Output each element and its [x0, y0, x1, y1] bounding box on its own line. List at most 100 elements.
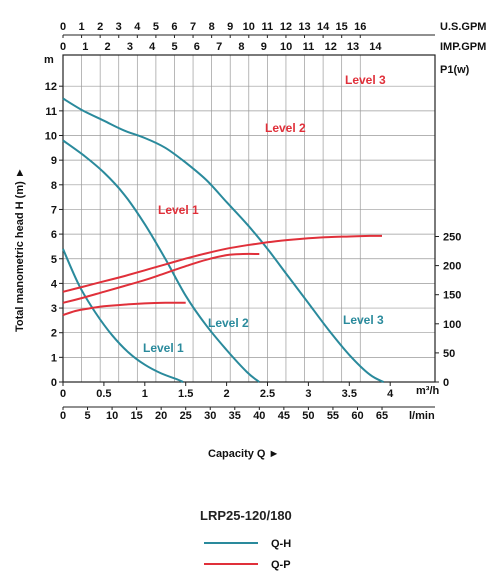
m3h-unit-label: m³/h [416, 385, 440, 397]
x-tick-label-lmin: 60 [351, 410, 363, 422]
legend-label-qh: Q-H [271, 538, 291, 550]
curves [62, 97, 385, 383]
y-unit-label: m [44, 54, 54, 66]
y-tick-label: 5 [51, 254, 57, 266]
x-tick-label-usgpm: 14 [317, 21, 330, 33]
x-tick-label-usgpm: 2 [97, 21, 103, 33]
y-tick-label: 0 [51, 377, 57, 389]
x-tick-label-usgpm: 13 [298, 21, 310, 33]
y-tick-label: 2 [51, 328, 57, 340]
x-tick-label-lmin: 55 [327, 410, 339, 422]
qh-label-level-1: Level 1 [143, 341, 184, 355]
x-tick-label-impgpm: 2 [105, 41, 111, 53]
qh-curve-level-1 [62, 248, 184, 383]
x-tick-label-usgpm: 15 [336, 21, 348, 33]
y-tick-label: 6 [51, 229, 57, 241]
y-tick-label: 9 [51, 155, 57, 167]
x-tick-label-m3h: 1.5 [178, 388, 193, 400]
x-tick-label-m3h: 0 [60, 388, 66, 400]
qp-label-level-3: Level 3 [345, 73, 386, 87]
y-tick-label: 12 [45, 81, 57, 93]
legend-title: LRP25-120/180 [200, 508, 292, 523]
x-tick-label-impgpm: 3 [127, 41, 133, 53]
x-tick-label-lmin: 25 [180, 410, 192, 422]
x-tick-label-impgpm: 14 [369, 41, 382, 53]
x-tick-label-m3h: 2 [224, 388, 230, 400]
legend-label-qp: Q-P [271, 559, 291, 571]
x-tick-label-m3h: 2.5 [260, 388, 275, 400]
x-tick-label-usgpm: 6 [171, 21, 177, 33]
qh-label-level-3: Level 3 [343, 313, 384, 327]
x-tick-label-lmin: 5 [84, 410, 90, 422]
qh-label-level-2: Level 2 [208, 316, 249, 330]
y-tick-label: 3 [51, 303, 57, 315]
y2-tick-label: 100 [443, 319, 461, 331]
x-tick-label-usgpm: 3 [116, 21, 122, 33]
x-tick-label-usgpm: 12 [280, 21, 292, 33]
qp-label-level-2: Level 2 [265, 121, 306, 135]
y-tick-label: 4 [51, 278, 58, 290]
x-tick-label-usgpm: 5 [153, 21, 159, 33]
x-tick-label-lmin: 50 [302, 410, 314, 422]
x-tick-label-m3h: 3.5 [342, 388, 357, 400]
x-tick-label-usgpm: 11 [262, 21, 274, 33]
x-tick-label-impgpm: 5 [171, 41, 177, 53]
x-tick-label-usgpm: 0 [60, 21, 66, 33]
x-tick-label-impgpm: 11 [303, 41, 315, 53]
x-tick-label-usgpm: 16 [354, 21, 366, 33]
x-tick-label-m3h: 1 [142, 388, 148, 400]
y-tick-label: 8 [51, 180, 57, 192]
qp-label-level-1: Level 1 [158, 203, 199, 217]
impgpm-unit-label: IMP.GPM [440, 41, 486, 53]
x-tick-label-impgpm: 13 [347, 41, 359, 53]
x-tick-label-usgpm: 9 [227, 21, 233, 33]
x-tick-label-usgpm: 1 [79, 21, 85, 33]
x-tick-label-usgpm: 7 [190, 21, 196, 33]
x-tick-label-impgpm: 0 [60, 41, 66, 53]
lmin-unit-label: l/min [409, 410, 435, 422]
x-tick-label-usgpm: 4 [134, 21, 141, 33]
x-tick-label-lmin: 0 [60, 410, 66, 422]
y2-tick-label: 150 [443, 290, 461, 302]
x-tick-label-lmin: 15 [130, 410, 142, 422]
x-tick-label-m3h: 3 [305, 388, 311, 400]
qp-curve-level-1 [62, 301, 186, 317]
qp-curve-level-3 [62, 234, 383, 293]
x-tick-label-impgpm: 6 [194, 41, 200, 53]
x-tick-label-lmin: 10 [106, 410, 118, 422]
x-tick-label-lmin: 20 [155, 410, 167, 422]
x-tick-label-impgpm: 8 [238, 41, 244, 53]
x-tick-label-impgpm: 1 [82, 41, 88, 53]
y2-axis-label: P1(w) [440, 64, 470, 76]
y2-tick-label: 200 [443, 261, 461, 273]
qp-curve-level-2 [62, 252, 260, 304]
x-tick-label-impgpm: 10 [280, 41, 292, 53]
y-axis-label: Total manometric head H (m) ► [14, 167, 26, 332]
qh-curve-level-3 [62, 97, 385, 383]
y-tick-label: 10 [45, 131, 57, 143]
x-axis-label: Capacity Q ► [208, 448, 279, 460]
x-tick-label-m3h: 4 [387, 388, 394, 400]
x-tick-label-lmin: 35 [229, 410, 241, 422]
x-tick-label-impgpm: 4 [149, 41, 156, 53]
y-tick-label: 11 [45, 106, 57, 118]
x-tick-label-lmin: 30 [204, 410, 216, 422]
y2-tick-label: 0 [443, 377, 449, 389]
x-tick-label-lmin: 40 [253, 410, 265, 422]
x-tick-label-impgpm: 7 [216, 41, 222, 53]
y2-tick-label: 50 [443, 348, 455, 360]
usgpm-unit-label: U.S.GPM [440, 21, 486, 33]
x-tick-label-impgpm: 12 [325, 41, 337, 53]
y-tick-label: 1 [51, 352, 57, 364]
x-tick-label-lmin: 65 [376, 410, 388, 422]
qh-curve-level-2 [62, 139, 260, 383]
x-tick-label-impgpm: 9 [261, 41, 267, 53]
y2-tick-label: 250 [443, 232, 461, 244]
x-tick-label-m3h: 0.5 [96, 388, 111, 400]
plot-frame [62, 54, 436, 383]
curve-labels: Level 1 Level 2 Level 3 Level 1 Level 2 Level… [143, 73, 386, 355]
x-tick-label-lmin: 45 [278, 410, 290, 422]
x-tick-label-usgpm: 10 [243, 21, 255, 33]
